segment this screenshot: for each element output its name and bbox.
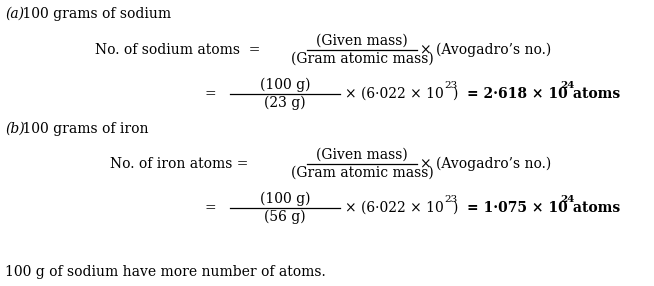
Text: = 1·075 × 10: = 1·075 × 10 <box>467 201 568 215</box>
Text: (100 g): (100 g) <box>260 78 310 92</box>
Text: (b): (b) <box>5 122 25 136</box>
Text: 24: 24 <box>560 80 574 90</box>
Text: 100 grams of sodium: 100 grams of sodium <box>18 7 171 21</box>
Text: =: = <box>205 201 216 215</box>
Text: atoms: atoms <box>568 87 620 101</box>
Text: = 2·618 × 10: = 2·618 × 10 <box>467 87 568 101</box>
Text: No. of iron atoms =: No. of iron atoms = <box>110 157 249 171</box>
Text: (a): (a) <box>5 7 24 21</box>
Text: (Gram atomic mass): (Gram atomic mass) <box>290 52 434 66</box>
Text: × (6·022 × 10: × (6·022 × 10 <box>345 201 444 215</box>
Text: 100 g of sodium have more number of atoms.: 100 g of sodium have more number of atom… <box>5 265 326 279</box>
Text: No. of sodium atoms  =: No. of sodium atoms = <box>95 43 260 57</box>
Text: 100 grams of iron: 100 grams of iron <box>18 122 148 136</box>
Text: (100 g): (100 g) <box>260 192 310 206</box>
Text: (Gram atomic mass): (Gram atomic mass) <box>290 166 434 180</box>
Text: 23: 23 <box>444 80 457 90</box>
Text: × (Avogadro’s no.): × (Avogadro’s no.) <box>420 43 551 57</box>
Text: 24: 24 <box>560 194 574 204</box>
Text: ): ) <box>452 201 457 215</box>
Text: (Given mass): (Given mass) <box>316 148 408 162</box>
Text: ): ) <box>452 87 457 101</box>
Text: × (6·022 × 10: × (6·022 × 10 <box>345 87 444 101</box>
Text: (23 g): (23 g) <box>264 96 306 110</box>
Text: (56 g): (56 g) <box>264 210 306 225</box>
Text: 23: 23 <box>444 194 457 204</box>
Text: × (Avogadro’s no.): × (Avogadro’s no.) <box>420 157 551 171</box>
Text: (Given mass): (Given mass) <box>316 34 408 48</box>
Text: =: = <box>205 87 216 101</box>
Text: atoms: atoms <box>568 201 620 215</box>
